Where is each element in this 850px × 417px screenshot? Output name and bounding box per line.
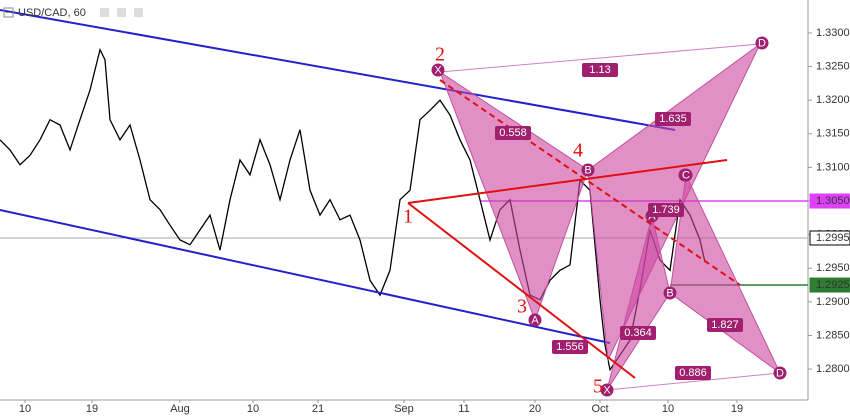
x-tick-label: Sep: [394, 403, 414, 415]
pattern-point: [600, 383, 614, 397]
channel-top: [0, 9, 676, 131]
pattern-point: [528, 313, 542, 327]
ratio-label: 1.635: [659, 113, 687, 125]
x-tick-label: Aug: [170, 403, 190, 415]
y-tick-label: 1.3250: [816, 60, 850, 72]
pattern-point-label: X: [434, 64, 442, 76]
y-tick-label: 1.3200: [816, 94, 850, 106]
ratio-label: 1.827: [711, 319, 739, 331]
x-tick-label: 10: [247, 403, 259, 415]
pattern-xab: [606, 215, 671, 391]
wave-label: 4: [573, 140, 583, 162]
ratio-box: [655, 112, 691, 126]
wave-label: 2: [435, 44, 445, 66]
drawings: [0, 9, 781, 391]
pattern-point: [679, 168, 693, 182]
x-tick-label: 20: [529, 403, 541, 415]
ratio-box: [648, 203, 684, 217]
ratio-box: [620, 326, 656, 340]
ratio-label: 0.558: [499, 127, 527, 139]
wave-label: 5: [593, 376, 603, 398]
price-label: 1.2995: [816, 232, 850, 244]
settings-icon[interactable]: [100, 8, 109, 17]
price-label-box: [809, 277, 850, 293]
x-tick-label: Oct: [591, 403, 608, 415]
wave-label: 1: [403, 206, 413, 228]
x-tick-label: 10: [19, 403, 31, 415]
xd-line: [439, 43, 761, 73]
collapse-icon[interactable]: [3, 7, 14, 18]
x-tick-label: 10: [662, 403, 674, 415]
pattern-point-label: B: [584, 164, 591, 176]
price-line-series: [0, 47, 706, 372]
y-tick-label: 1.2800: [816, 363, 850, 375]
x-tick-label: 19: [731, 403, 743, 415]
wave-line: [407, 202, 636, 379]
ratio-label: 1.13: [589, 64, 610, 76]
pattern-point: [663, 286, 677, 300]
y-tick-label: 1.3100: [816, 161, 850, 173]
settings-icon[interactable]: [117, 8, 126, 17]
price-label: 1.3050: [816, 195, 850, 207]
pattern-point-label: X: [603, 384, 611, 396]
pattern-point-label: C: [682, 169, 690, 181]
wave-line: [407, 159, 728, 204]
xd-line: [606, 372, 781, 391]
pattern-point-label: A: [531, 314, 539, 326]
pattern-point: [773, 366, 787, 380]
price-label: 1.2925: [816, 279, 850, 291]
pattern-point: [755, 36, 769, 50]
y-tick-label: 1.3150: [816, 128, 850, 140]
header: USD/CAD, 60: [3, 7, 143, 19]
y-tick-label: 1.2850: [816, 329, 850, 341]
ratio-box: [707, 318, 743, 332]
pattern-point-label: B: [666, 287, 673, 299]
x-tick-label: 19: [86, 403, 98, 415]
ratio-label: 1.556: [556, 341, 584, 353]
price-label-box: [809, 193, 850, 209]
y-tick-label: 1.2950: [816, 262, 850, 274]
ratio-box: [675, 366, 711, 380]
x-tick-label: 21: [312, 403, 324, 415]
pattern-point: [581, 163, 595, 177]
price-label-box: [809, 230, 850, 246]
x-tick-label: 11: [458, 403, 469, 415]
ratio-box: [552, 340, 588, 354]
ratio-box: [495, 126, 531, 140]
ratio-label: 0.886: [679, 367, 707, 379]
pattern-point-label: D: [776, 367, 784, 379]
pattern-point-label: D: [758, 37, 766, 49]
pattern-xab: [438, 70, 589, 322]
ratio-box: [582, 63, 618, 77]
y-tick-label: 1.2900: [816, 296, 850, 308]
ratio-label: 0.364: [624, 327, 652, 339]
chart-title: USD/CAD, 60: [18, 7, 86, 19]
pattern-point: [431, 63, 445, 77]
wave-line-dashed: [439, 79, 741, 286]
settings-icon[interactable]: [134, 8, 143, 17]
ratio-label: 1.739: [652, 204, 680, 216]
wave-label: 3: [517, 296, 527, 318]
y-tick-label: 1.3300: [816, 27, 850, 39]
channel-bottom: [0, 209, 611, 344]
